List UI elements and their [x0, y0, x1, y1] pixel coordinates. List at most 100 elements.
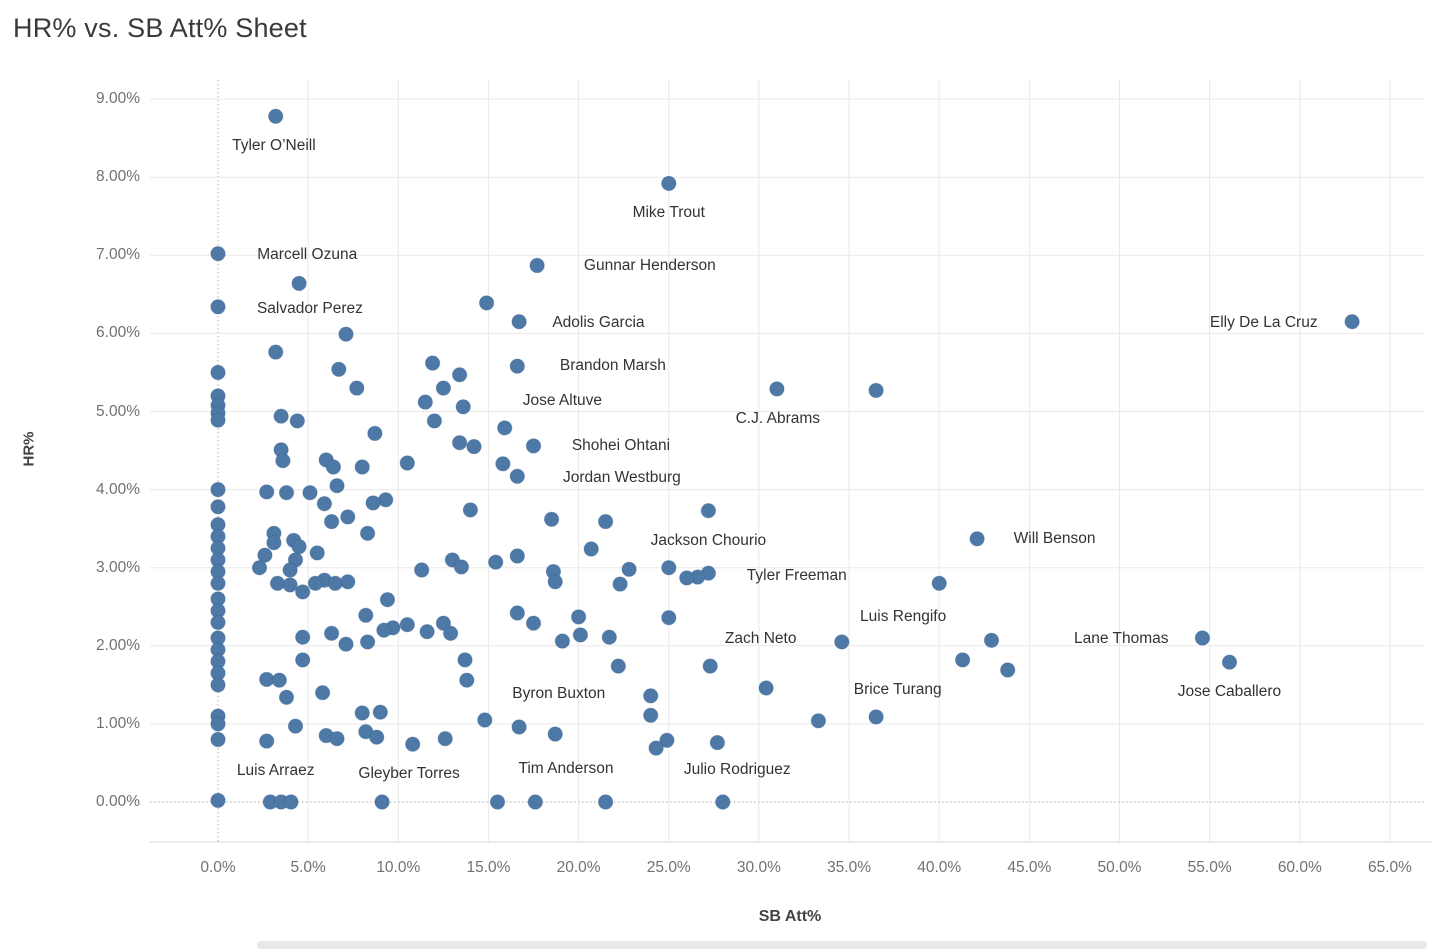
data-point[interactable]	[709, 734, 726, 751]
data-point[interactable]	[295, 652, 311, 668]
data-point[interactable]	[511, 719, 527, 735]
data-point[interactable]	[379, 592, 396, 608]
data-point[interactable]	[478, 295, 495, 311]
data-point[interactable]	[1344, 314, 1360, 330]
data-point[interactable]	[374, 794, 390, 810]
data-point[interactable]	[509, 358, 525, 374]
data-point[interactable]	[715, 794, 731, 810]
data-point[interactable]	[251, 560, 268, 576]
data-point[interactable]	[259, 733, 275, 749]
data-point[interactable]	[338, 636, 354, 652]
data-point[interactable]	[702, 658, 718, 674]
data-point[interactable]	[210, 731, 226, 748]
data-point[interactable]	[601, 629, 617, 645]
data-point[interactable]	[451, 435, 468, 451]
data-point[interactable]	[442, 625, 459, 641]
data-point[interactable]	[282, 562, 298, 578]
data-point[interactable]	[466, 438, 482, 455]
data-point[interactable]	[275, 453, 291, 469]
data-point[interactable]	[437, 731, 453, 747]
data-point[interactable]	[307, 575, 324, 591]
data-point[interactable]	[969, 531, 985, 547]
data-point[interactable]	[314, 685, 331, 701]
data-point[interactable]	[597, 513, 614, 530]
data-point[interactable]	[417, 394, 433, 410]
data-point[interactable]	[435, 615, 452, 631]
data-point[interactable]	[210, 792, 226, 809]
data-point[interactable]	[983, 632, 1000, 648]
data-point[interactable]	[424, 355, 441, 371]
horizontal-scrollbar-thumb[interactable]	[257, 941, 1427, 949]
data-point[interactable]	[547, 726, 563, 742]
data-point[interactable]	[610, 658, 626, 674]
data-point[interactable]	[327, 575, 343, 591]
data-point[interactable]	[367, 425, 383, 442]
data-point[interactable]	[358, 607, 374, 623]
data-point[interactable]	[283, 794, 299, 810]
data-point[interactable]	[399, 617, 415, 633]
data-point[interactable]	[679, 570, 695, 586]
data-point[interactable]	[269, 575, 286, 591]
data-point[interactable]	[338, 326, 354, 342]
data-point[interactable]	[648, 740, 664, 756]
data-point[interactable]	[661, 175, 677, 192]
data-point[interactable]	[643, 688, 659, 704]
data-point[interactable]	[340, 574, 356, 590]
data-point[interactable]	[266, 535, 282, 551]
data-point[interactable]	[354, 459, 370, 475]
data-point[interactable]	[1000, 662, 1016, 678]
data-point[interactable]	[405, 736, 421, 752]
data-point[interactable]	[435, 380, 452, 396]
data-point[interactable]	[511, 314, 527, 330]
data-point[interactable]	[372, 704, 388, 720]
data-point[interactable]	[257, 547, 273, 563]
data-point[interactable]	[210, 614, 226, 631]
data-point[interactable]	[273, 408, 289, 424]
data-point[interactable]	[583, 541, 599, 557]
data-point[interactable]	[210, 575, 226, 591]
data-point[interactable]	[259, 484, 275, 500]
data-point[interactable]	[700, 503, 717, 519]
data-point[interactable]	[268, 108, 284, 125]
data-point[interactable]	[376, 622, 392, 638]
data-point[interactable]	[419, 624, 435, 640]
data-point[interactable]	[426, 413, 443, 429]
data-point[interactable]	[525, 438, 542, 454]
data-point[interactable]	[295, 584, 311, 600]
data-point[interactable]	[282, 577, 298, 593]
data-point[interactable]	[572, 627, 589, 643]
data-point[interactable]	[554, 633, 571, 649]
data-point[interactable]	[309, 545, 325, 561]
data-point[interactable]	[291, 275, 307, 292]
data-point[interactable]	[1221, 654, 1238, 670]
data-point[interactable]	[287, 718, 304, 734]
data-point[interactable]	[661, 560, 677, 576]
data-point[interactable]	[455, 399, 471, 415]
data-point[interactable]	[268, 344, 284, 360]
data-point[interactable]	[354, 705, 370, 721]
data-point[interactable]	[210, 246, 226, 262]
data-point[interactable]	[289, 413, 305, 429]
data-point[interactable]	[365, 495, 381, 511]
data-point[interactable]	[399, 455, 415, 471]
data-point[interactable]	[769, 381, 785, 397]
data-point[interactable]	[489, 794, 506, 810]
data-point[interactable]	[210, 364, 226, 381]
data-point[interactable]	[612, 576, 628, 592]
data-point[interactable]	[359, 525, 376, 541]
data-point[interactable]	[643, 707, 659, 723]
data-point[interactable]	[378, 492, 394, 508]
data-point[interactable]	[834, 634, 850, 650]
data-point[interactable]	[661, 610, 677, 626]
data-point[interactable]	[509, 548, 525, 564]
data-point[interactable]	[547, 574, 563, 590]
data-point[interactable]	[271, 672, 287, 688]
data-point[interactable]	[210, 499, 226, 515]
data-point[interactable]	[329, 478, 345, 494]
data-point[interactable]	[570, 609, 587, 625]
data-point[interactable]	[414, 562, 430, 578]
data-point[interactable]	[329, 731, 345, 747]
data-point[interactable]	[210, 677, 226, 693]
data-point[interactable]	[868, 382, 884, 399]
data-point[interactable]	[659, 732, 675, 748]
